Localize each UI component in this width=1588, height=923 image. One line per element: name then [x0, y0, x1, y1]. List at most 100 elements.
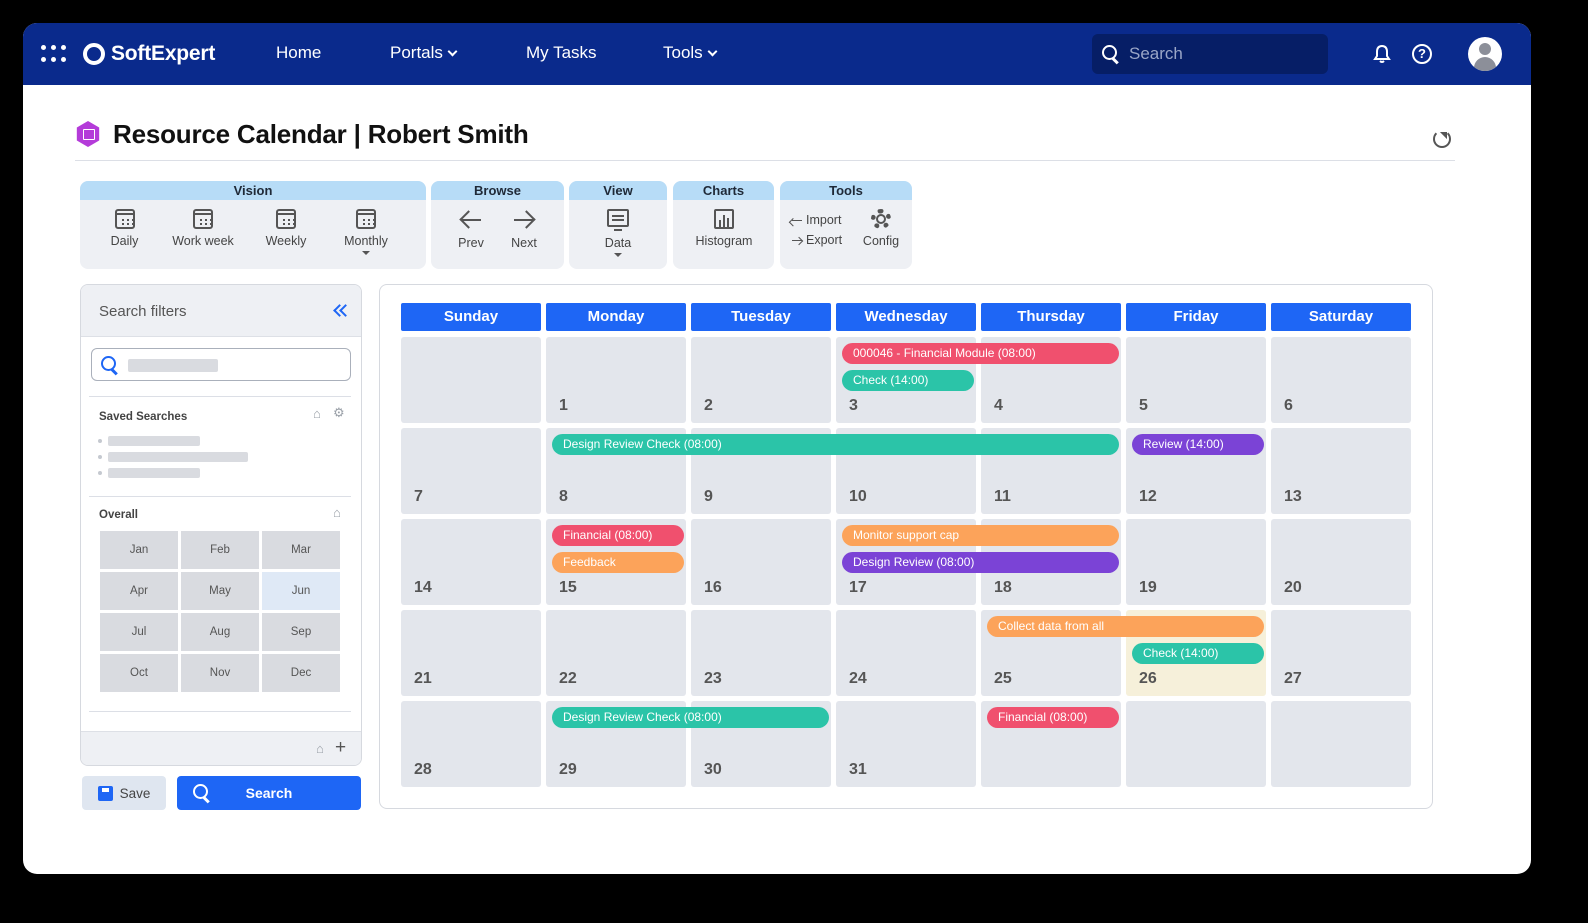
calendar-event[interactable]: Review (14:00): [1132, 434, 1264, 455]
day-number: 11: [994, 488, 1011, 505]
filter-search-input[interactable]: [91, 348, 351, 381]
calendar-event[interactable]: Design Review Check (08:00): [552, 434, 1119, 455]
calendar-day-cell[interactable]: [1271, 701, 1411, 787]
month-nov[interactable]: Nov: [181, 654, 259, 692]
calendar-event[interactable]: Financial (08:00): [552, 525, 684, 546]
caret-down-icon: [362, 251, 370, 259]
export-button[interactable]: Export: [792, 233, 852, 247]
workweek-button[interactable]: Work week: [168, 209, 238, 248]
weekday-header-tuesday: Tuesday: [691, 303, 831, 331]
calendar-day-cell[interactable]: 31: [836, 701, 976, 787]
calendar-day-cell[interactable]: 19: [1126, 519, 1266, 605]
calendar-event[interactable]: Design Review (08:00): [842, 552, 1119, 573]
month-mar[interactable]: Mar: [262, 531, 340, 569]
saved-search-item[interactable]: [108, 452, 248, 462]
calendar-event[interactable]: Check (14:00): [842, 370, 974, 391]
ribbon-group-label: Tools: [780, 181, 912, 200]
weekly-button[interactable]: Weekly: [260, 209, 312, 248]
month-dec[interactable]: Dec: [262, 654, 340, 692]
calendar-day-cell[interactable]: 28: [401, 701, 541, 787]
broom-icon[interactable]: ⌂: [313, 406, 321, 421]
next-button[interactable]: Next: [506, 209, 542, 250]
day-number: 8: [559, 488, 568, 505]
month-jun[interactable]: Jun: [262, 572, 340, 610]
app-grid-icon[interactable]: [41, 45, 67, 63]
nav-portals-label: Portals: [390, 43, 443, 62]
nav-portals[interactable]: Portals: [390, 43, 458, 63]
add-filter-icon[interactable]: +: [335, 737, 347, 758]
calendar-event[interactable]: 000046 - Financial Module (08:00): [842, 343, 1119, 364]
calendar-day-icon: [114, 209, 135, 229]
calendar-day-cell[interactable]: 2: [691, 337, 831, 423]
month-apr[interactable]: Apr: [100, 572, 178, 610]
ribbon-group-browse: Browse Prev Next: [431, 181, 564, 269]
data-view-button[interactable]: Data: [599, 209, 637, 261]
search-icon: [1102, 45, 1120, 63]
divider: [89, 396, 351, 397]
calendar-day-cell[interactable]: 1: [546, 337, 686, 423]
day-number: 7: [414, 488, 423, 505]
month-jan[interactable]: Jan: [100, 531, 178, 569]
calendar-day-cell[interactable]: 7: [401, 428, 541, 514]
calendar-day-cell[interactable]: 23: [691, 610, 831, 696]
calendar-day-cell[interactable]: 22: [546, 610, 686, 696]
histogram-button[interactable]: Histogram: [687, 209, 761, 248]
daily-button[interactable]: Daily: [102, 209, 147, 248]
calendar-event[interactable]: Collect data from all: [987, 616, 1264, 637]
broom-icon[interactable]: ⌂: [316, 741, 324, 756]
gear-icon[interactable]: ⚙: [333, 405, 345, 420]
calendar-event[interactable]: Feedback: [552, 552, 684, 573]
nav-home[interactable]: Home: [276, 43, 321, 63]
month-feb[interactable]: Feb: [181, 531, 259, 569]
calendar-day-cell[interactable]: [401, 337, 541, 423]
user-avatar[interactable]: [1468, 37, 1502, 71]
filters-title: Search filters: [99, 303, 187, 320]
notification-bell-icon[interactable]: [1373, 44, 1391, 64]
import-button[interactable]: Import: [792, 213, 852, 227]
month-may[interactable]: May: [181, 572, 259, 610]
day-number: 26: [1139, 670, 1157, 687]
day-number: 4: [994, 397, 1003, 414]
nav-my-tasks[interactable]: My Tasks: [526, 43, 597, 63]
calendar-day-cell[interactable]: 24: [836, 610, 976, 696]
save-button[interactable]: Save: [82, 776, 166, 810]
calendar-day-cell[interactable]: 16: [691, 519, 831, 605]
calendar-day-cell[interactable]: 21: [401, 610, 541, 696]
help-icon[interactable]: ?: [1412, 44, 1432, 64]
broom-icon[interactable]: ⌂: [333, 505, 341, 520]
histogram-icon: [714, 209, 734, 229]
config-button[interactable]: Config: [860, 209, 902, 248]
calendar-day-cell[interactable]: 27: [1271, 610, 1411, 696]
calendar-event[interactable]: Monitor support cap: [842, 525, 1119, 546]
monthly-button[interactable]: Monthly: [338, 209, 394, 259]
saved-search-item[interactable]: [108, 468, 200, 478]
calendar-day-cell[interactable]: 13: [1271, 428, 1411, 514]
calendar-day-cell[interactable]: 20: [1271, 519, 1411, 605]
calendar-event[interactable]: Financial (08:00): [987, 707, 1119, 728]
nav-tools[interactable]: Tools: [663, 43, 718, 63]
search-button[interactable]: Search: [177, 776, 361, 810]
month-jul[interactable]: Jul: [100, 613, 178, 651]
ribbon-group-tools: Tools Import Export Config: [780, 181, 912, 269]
calendar-event[interactable]: Design Review Check (08:00): [552, 707, 829, 728]
saved-search-item[interactable]: [108, 436, 200, 446]
day-number: 1: [559, 397, 568, 414]
calendar-event[interactable]: Check (14:00): [1132, 643, 1264, 664]
month-oct[interactable]: Oct: [100, 654, 178, 692]
global-search[interactable]: [1092, 34, 1328, 74]
calendar-day-cell[interactable]: 6: [1271, 337, 1411, 423]
brand-logo[interactable]: SoftExpert: [83, 40, 215, 68]
global-search-input[interactable]: [1129, 44, 1309, 64]
refresh-icon[interactable]: [1433, 130, 1451, 148]
list-bullet: [98, 471, 102, 475]
day-number: 28: [414, 761, 432, 778]
calendar-day-cell[interactable]: [1126, 701, 1266, 787]
calendar-day-cell[interactable]: 5: [1126, 337, 1266, 423]
collapse-panel-icon[interactable]: [333, 305, 349, 317]
day-number: 18: [994, 579, 1012, 596]
month-sep[interactable]: Sep: [262, 613, 340, 651]
list-bullet: [98, 439, 102, 443]
prev-button[interactable]: Prev: [453, 209, 489, 250]
month-aug[interactable]: Aug: [181, 613, 259, 651]
calendar-day-cell[interactable]: 14: [401, 519, 541, 605]
